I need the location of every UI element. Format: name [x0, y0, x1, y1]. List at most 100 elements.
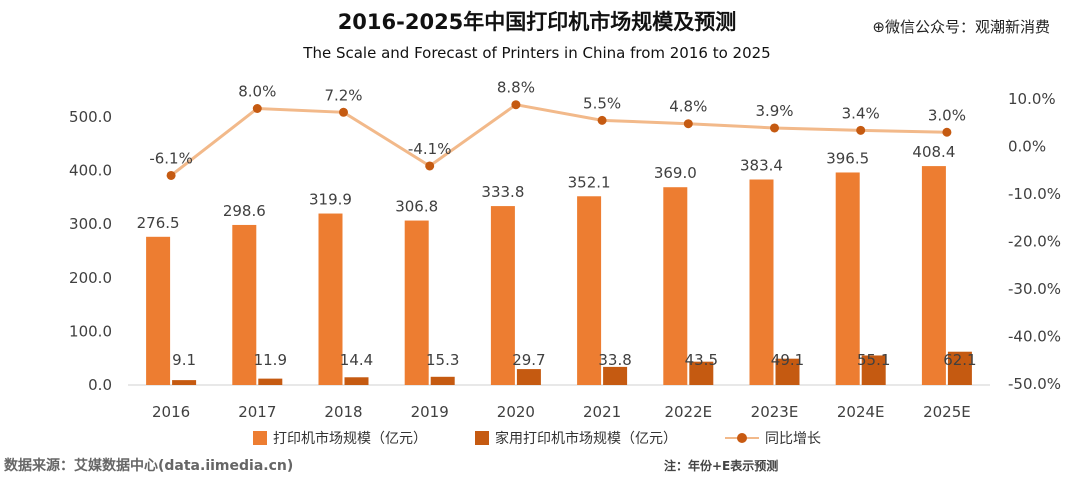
y2-tick-label: 0.0% [1008, 138, 1046, 156]
bar-printer-market [835, 172, 860, 385]
legend-item-printer-market: 打印机市场规模（亿元） [253, 428, 427, 448]
legend-label-home-printer-market: 家用打印机市场规模（亿元） [495, 431, 677, 447]
bar-label-printer-market: 319.9 [309, 191, 352, 209]
watermark: ⊕微信公众号：观潮新消费 [872, 18, 1050, 36]
growth-label: 3.4% [842, 104, 880, 122]
growth-point [770, 123, 779, 133]
bar-printer-market [921, 166, 946, 385]
chart-subtitle: The Scale and Forecast of Printers in Ch… [303, 44, 771, 62]
bar-home-printer-market [430, 376, 455, 385]
bar-printer-market [749, 179, 774, 385]
bar-label-home-printer-market: 29.7 [512, 351, 545, 369]
bar-home-printer-market [516, 369, 541, 385]
bar-label-printer-market: 383.4 [740, 156, 783, 174]
growth-point [166, 170, 176, 180]
y2-tick-label: -20.0% [1008, 233, 1061, 251]
bar-label-printer-market: 369.0 [654, 164, 697, 182]
growth-point [511, 100, 521, 110]
bar-label-home-printer-market: 49.1 [771, 351, 804, 369]
growth-label: 3.0% [928, 106, 966, 124]
bar-label-home-printer-market: 43.5 [685, 351, 718, 369]
legend-item-home-printer-market: 家用打印机市场规模（亿元） [475, 428, 677, 448]
x-tick-label: 2017 [238, 403, 276, 421]
growth-label: -4.1% [408, 140, 452, 158]
bar-label-home-printer-market: 62.1 [943, 351, 976, 369]
bar-home-printer-market [603, 366, 628, 385]
y-tick-label: 100.0 [69, 322, 112, 340]
growth-label: 8.8% [497, 79, 535, 97]
x-tick-label: 2019 [411, 403, 449, 421]
y2-tick-label: -30.0% [1008, 280, 1061, 298]
bar-label-printer-market: 396.5 [826, 149, 869, 167]
bar-home-printer-market [344, 377, 369, 385]
growth-label: -6.1% [149, 149, 193, 167]
y2-tick-label: -40.0% [1008, 328, 1061, 346]
growth-point [942, 127, 952, 137]
growth-label: 3.9% [755, 102, 793, 120]
x-tick-label: 2022E [664, 403, 712, 421]
bar-printer-market [577, 196, 602, 385]
bar-home-printer-market [689, 361, 714, 385]
growth-label: 5.5% [583, 94, 621, 112]
legend-swatch-printer-market [253, 431, 267, 445]
y2-tick-label: 10.0% [1008, 90, 1056, 108]
bar-label-printer-market: 276.5 [137, 214, 180, 232]
bar-home-printer-market [258, 378, 283, 385]
bar-label-home-printer-market: 14.4 [340, 351, 373, 369]
bar-label-printer-market: 333.8 [481, 183, 524, 201]
y2-tick-label: -10.0% [1008, 185, 1061, 203]
bar-label-home-printer-market: 33.8 [598, 351, 631, 369]
data-source: 数据来源：艾媒数据中心(data.iimedia.cn) [4, 458, 294, 474]
x-tick-label: 2023E [751, 403, 799, 421]
bar-home-printer-market [861, 355, 886, 385]
legend-swatch-home-printer-market [475, 431, 489, 445]
bar-printer-market [232, 224, 257, 385]
legend-label-printer-market: 打印机市场规模（亿元） [273, 431, 427, 447]
bar-printer-market [404, 220, 429, 385]
growth-point [425, 161, 435, 171]
legend-swatch-growth [725, 431, 759, 445]
y-tick-label: 400.0 [69, 162, 112, 180]
y-tick-label: 200.0 [69, 269, 112, 287]
y2-tick-label: -50.0% [1008, 375, 1061, 393]
x-tick-label: 2021 [583, 403, 621, 421]
growth-point [252, 104, 262, 113]
legend-item-growth: 同比增长 [725, 428, 821, 448]
x-tick-label: 2025E [923, 403, 971, 421]
legend-label-growth: 同比增长 [765, 431, 821, 447]
bar-home-printer-market [947, 351, 972, 385]
bar-label-home-printer-market: 11.9 [254, 351, 287, 369]
bar-printer-market [318, 213, 343, 385]
bar-label-printer-market: 408.4 [912, 143, 955, 161]
growth-point [597, 115, 607, 125]
growth-label: 7.2% [324, 86, 362, 104]
bar-label-home-printer-market: 9.1 [172, 351, 196, 369]
bar-label-printer-market: 298.6 [223, 202, 266, 220]
growth-line [170, 103, 947, 177]
bar-home-printer-market [775, 358, 800, 385]
legend: 打印机市场规模（亿元） 家用打印机市场规模（亿元） 同比增长 [0, 428, 1074, 448]
bar-printer-market [490, 206, 515, 385]
bar-label-home-printer-market: 15.3 [426, 351, 459, 369]
growth-label: 8.0% [238, 83, 276, 101]
bar-printer-market [146, 236, 171, 385]
growth-point [339, 107, 348, 117]
x-tick-label: 2024E [837, 403, 885, 421]
forecast-note: 注：年份+E表示预测 [664, 459, 779, 473]
bar-label-printer-market: 352.1 [568, 173, 611, 191]
growth-label: 4.8% [669, 98, 707, 116]
bar-printer-market [663, 187, 688, 385]
bar-home-printer-market [172, 380, 197, 385]
bar-label-printer-market: 306.8 [395, 198, 438, 216]
chart-title: 2016-2025年中国打印机市场规模及预测 [337, 10, 737, 34]
bar-label-home-printer-market: 55.1 [857, 351, 890, 369]
x-tick-label: 2016 [152, 403, 190, 421]
y-tick-label: 500.0 [69, 108, 112, 126]
growth-point [856, 125, 866, 135]
y-tick-label: 0.0 [88, 376, 112, 394]
x-tick-label: 2020 [497, 403, 535, 421]
y-tick-label: 300.0 [69, 215, 112, 233]
x-tick-label: 2018 [324, 403, 362, 421]
growth-point [683, 119, 693, 129]
